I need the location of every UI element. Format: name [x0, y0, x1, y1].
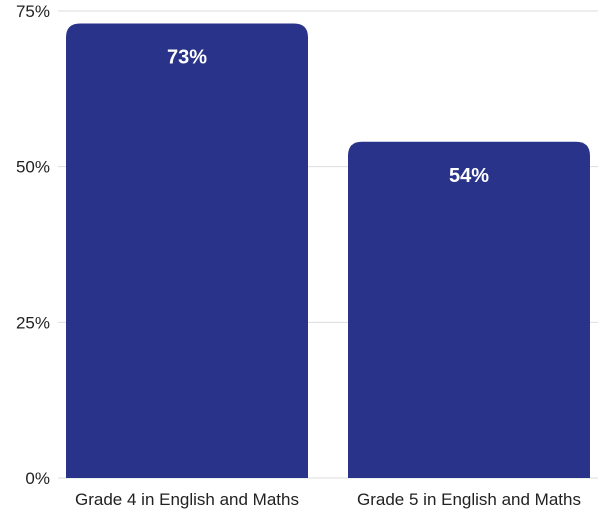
- bar-value-label: 73%: [167, 46, 207, 68]
- bar: [348, 141, 590, 478]
- x-category-label: Grade 5 in English and Maths: [357, 490, 581, 509]
- bar-value-label: 54%: [449, 165, 489, 187]
- y-tick-label: 75%: [16, 2, 50, 21]
- x-category-label: Grade 4 in English and Maths: [75, 490, 299, 509]
- data-labels: 73% 54%: [167, 46, 489, 186]
- y-tick-label: 50%: [16, 158, 50, 177]
- y-tick-label: 0%: [25, 469, 50, 488]
- bar: [66, 23, 308, 478]
- y-tick-label: 25%: [16, 313, 50, 332]
- x-axis-categories: Grade 4 in English and Maths Grade 5 in E…: [75, 490, 581, 509]
- y-axis-ticks: 0% 25% 50% 75%: [16, 2, 50, 488]
- bars: [66, 23, 590, 478]
